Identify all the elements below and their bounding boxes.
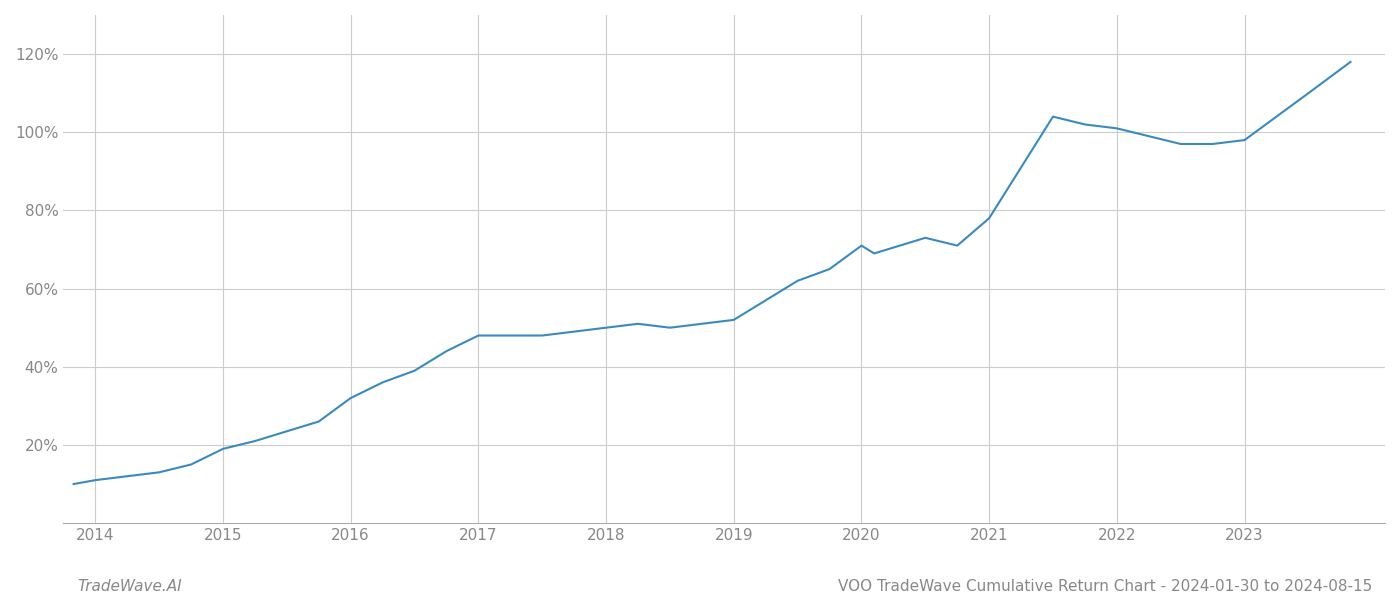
- Text: VOO TradeWave Cumulative Return Chart - 2024-01-30 to 2024-08-15: VOO TradeWave Cumulative Return Chart - …: [837, 579, 1372, 594]
- Text: TradeWave.AI: TradeWave.AI: [77, 579, 182, 594]
